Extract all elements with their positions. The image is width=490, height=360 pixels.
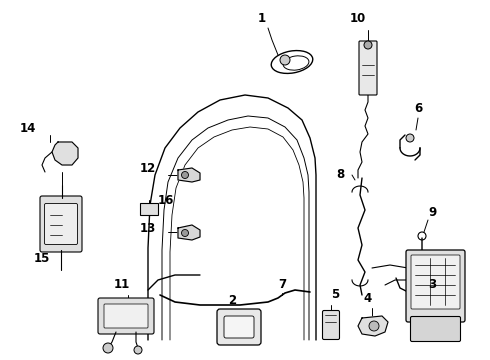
Circle shape bbox=[364, 41, 372, 49]
Text: 13: 13 bbox=[140, 221, 156, 234]
Bar bbox=[140, 203, 158, 215]
Text: 4: 4 bbox=[364, 292, 372, 305]
Circle shape bbox=[181, 171, 189, 179]
FancyBboxPatch shape bbox=[217, 309, 261, 345]
Text: 16: 16 bbox=[158, 194, 174, 207]
FancyBboxPatch shape bbox=[411, 255, 460, 309]
Text: 6: 6 bbox=[414, 102, 422, 114]
Polygon shape bbox=[52, 142, 78, 165]
FancyBboxPatch shape bbox=[411, 316, 461, 342]
Text: 3: 3 bbox=[428, 279, 436, 292]
Text: 8: 8 bbox=[336, 168, 344, 181]
Text: 15: 15 bbox=[34, 252, 50, 265]
Polygon shape bbox=[178, 168, 200, 182]
FancyBboxPatch shape bbox=[98, 298, 154, 334]
Text: 7: 7 bbox=[278, 279, 286, 292]
FancyBboxPatch shape bbox=[224, 316, 254, 338]
Circle shape bbox=[280, 55, 290, 65]
Circle shape bbox=[134, 346, 142, 354]
Circle shape bbox=[369, 321, 379, 331]
Circle shape bbox=[406, 134, 414, 142]
FancyBboxPatch shape bbox=[104, 304, 148, 328]
Text: 1: 1 bbox=[258, 12, 266, 24]
Circle shape bbox=[103, 343, 113, 353]
Text: 2: 2 bbox=[228, 293, 236, 306]
Text: 10: 10 bbox=[350, 12, 366, 24]
FancyBboxPatch shape bbox=[406, 250, 465, 322]
Text: 12: 12 bbox=[140, 162, 156, 175]
FancyBboxPatch shape bbox=[45, 203, 77, 244]
Text: 9: 9 bbox=[428, 206, 436, 219]
Text: 14: 14 bbox=[20, 122, 36, 135]
Text: 11: 11 bbox=[114, 279, 130, 292]
FancyBboxPatch shape bbox=[40, 196, 82, 252]
Text: 5: 5 bbox=[331, 288, 339, 302]
FancyBboxPatch shape bbox=[359, 41, 377, 95]
Polygon shape bbox=[358, 316, 388, 336]
FancyBboxPatch shape bbox=[322, 310, 340, 339]
Circle shape bbox=[181, 230, 189, 237]
Polygon shape bbox=[178, 225, 200, 240]
